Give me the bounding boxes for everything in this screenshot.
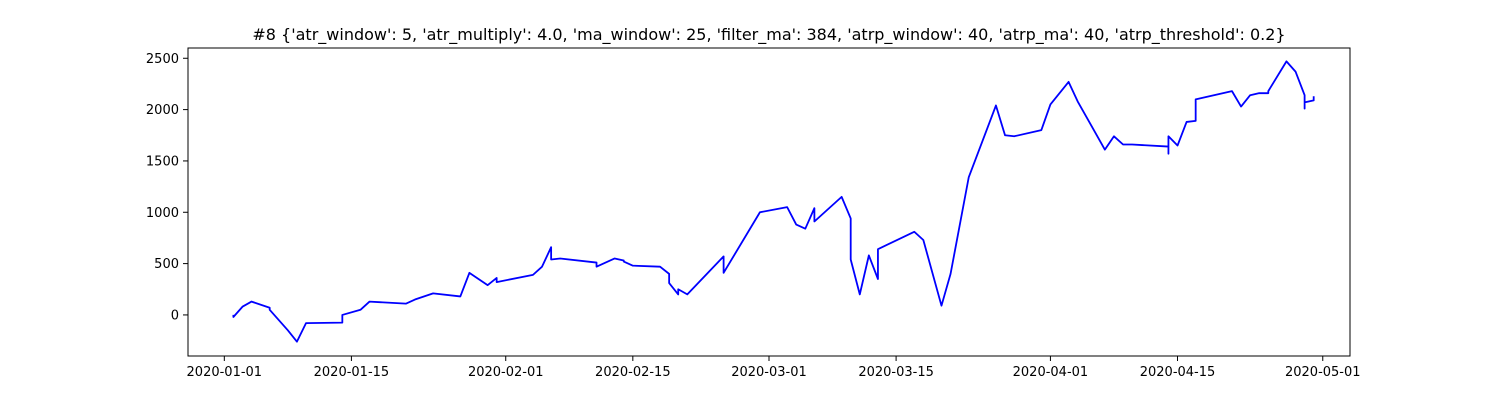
x-tick-label: 2020-02-15 xyxy=(595,365,671,380)
y-tick-label: 1500 xyxy=(146,154,179,169)
y-tick-label: 2500 xyxy=(146,52,179,67)
y-axis: 0 500 1000 1500 2000 2500 xyxy=(146,52,188,323)
y-tick-label: 0 xyxy=(171,308,179,323)
plot-frame xyxy=(187,47,1351,357)
y-tick-label: 500 xyxy=(154,257,179,272)
plot-area: 2020-01-01 2020-01-15 2020-02-01 2020-02-15… xyxy=(146,47,1361,380)
x-tick-label: 2020-04-15 xyxy=(1140,365,1216,380)
series-group xyxy=(232,60,1315,343)
x-tick-label: 2020-01-01 xyxy=(187,365,263,380)
chart-title: #8 {'atr_window': 5, 'atr_multiply': 4.0… xyxy=(252,25,1285,45)
x-tick-label: 2020-03-01 xyxy=(731,365,807,380)
x-tick-label: 2020-05-01 xyxy=(1285,365,1361,380)
series-line xyxy=(232,60,1315,343)
y-tick-label: 1000 xyxy=(146,206,179,221)
x-tick-label: 2020-03-15 xyxy=(858,365,934,380)
y-tick-label: 2000 xyxy=(146,103,179,118)
x-axis: 2020-01-01 2020-01-15 2020-02-01 2020-02-15… xyxy=(187,356,1361,380)
x-tick-label: 2020-02-01 xyxy=(468,365,544,380)
x-tick-label: 2020-04-01 xyxy=(1013,365,1089,380)
x-tick-label: 2020-01-15 xyxy=(314,365,390,380)
